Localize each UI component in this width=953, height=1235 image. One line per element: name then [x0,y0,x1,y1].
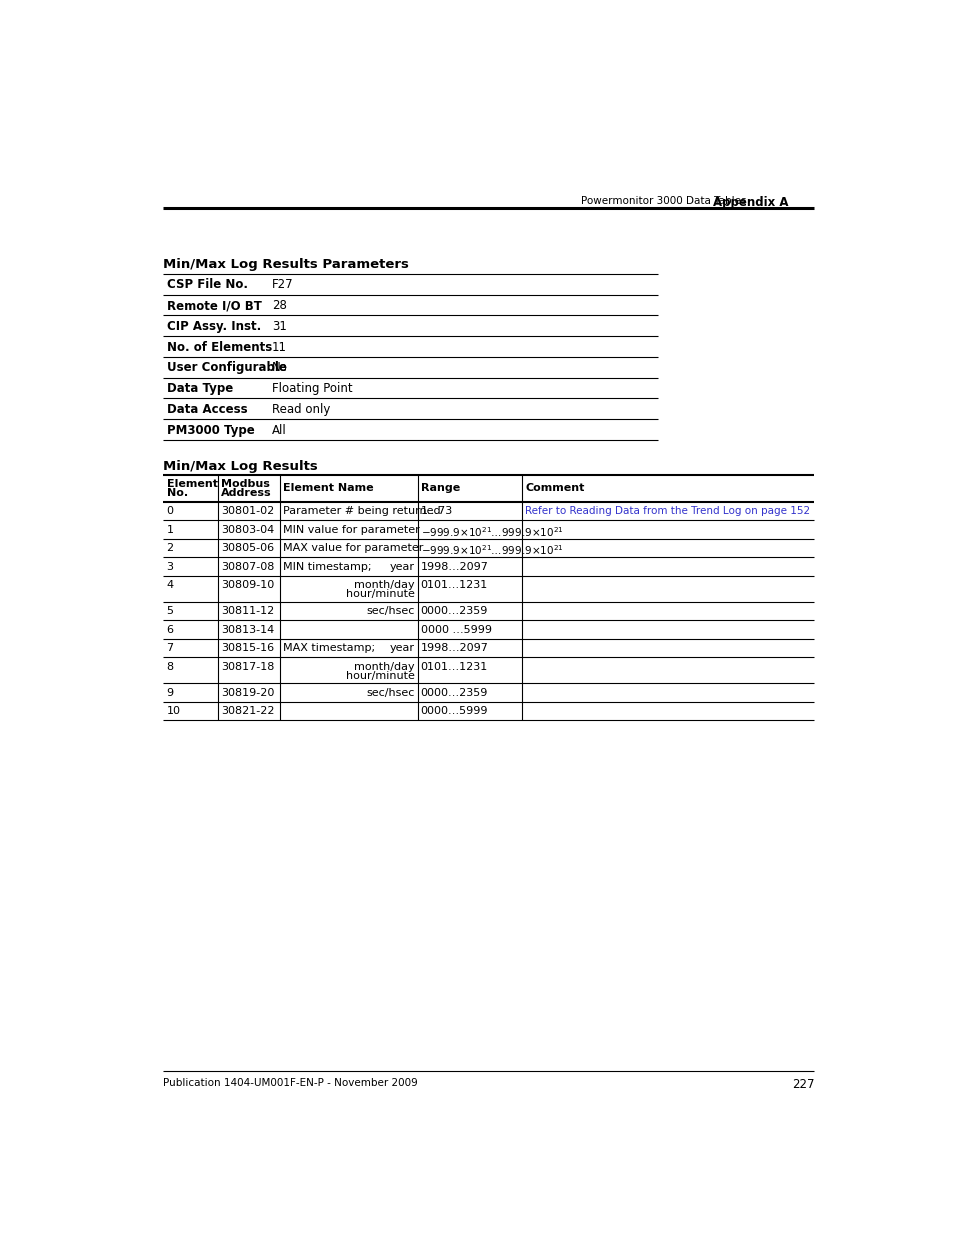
Text: 28: 28 [272,299,287,312]
Text: Refer to Reading Data from the Trend Log on page 152: Refer to Reading Data from the Trend Log… [525,506,810,516]
Text: year: year [389,562,415,572]
Text: 30819-20: 30819-20 [220,688,274,698]
Text: 0000 …5999: 0000 …5999 [420,625,491,635]
Text: 30821-22: 30821-22 [220,706,274,716]
Text: 1…73: 1…73 [420,506,453,516]
Text: year: year [389,643,415,653]
Text: 30815-16: 30815-16 [220,643,274,653]
Text: F27: F27 [272,278,294,291]
Text: 30809-10: 30809-10 [220,580,274,590]
Text: 10: 10 [167,706,180,716]
Text: Min/Max Log Results: Min/Max Log Results [163,461,318,473]
Text: 30803-04: 30803-04 [220,525,274,535]
Text: 1: 1 [167,525,173,535]
Text: No. of Elements: No. of Elements [167,341,272,353]
Text: 30805-06: 30805-06 [220,543,274,553]
Text: hour/minute: hour/minute [345,671,415,680]
Text: All: All [272,424,286,437]
Text: Floating Point: Floating Point [272,383,353,395]
Text: 30807-08: 30807-08 [220,562,274,572]
Text: 30817-18: 30817-18 [220,662,274,672]
Text: 4: 4 [167,580,173,590]
Text: MIN timestamp;: MIN timestamp; [282,562,371,572]
Text: hour/minute: hour/minute [345,589,415,599]
Text: Publication 1404-UM001F-EN-P - November 2009: Publication 1404-UM001F-EN-P - November … [163,1078,417,1088]
Text: Appendix A: Appendix A [712,196,787,209]
Text: Comment: Comment [525,483,584,493]
Text: Range: Range [420,483,459,493]
Text: 6: 6 [167,625,173,635]
Text: Element Name: Element Name [282,483,373,493]
Text: Data Type: Data Type [167,383,233,395]
Text: Powermonitor 3000 Data Tables: Powermonitor 3000 Data Tables [580,196,746,206]
Text: Remote I/O BT: Remote I/O BT [167,299,261,312]
Text: 0000…2359: 0000…2359 [420,688,488,698]
Text: 0: 0 [167,506,173,516]
Text: Address: Address [220,488,271,498]
Text: 7: 7 [167,643,173,653]
Text: MAX timestamp;: MAX timestamp; [282,643,375,653]
Text: 0101…1231: 0101…1231 [420,580,488,590]
Text: 2: 2 [167,543,173,553]
Text: 30811-12: 30811-12 [220,606,274,616]
Text: Element: Element [167,479,217,489]
Text: 227: 227 [791,1078,814,1091]
Text: No: No [272,362,288,374]
Text: 0000…5999: 0000…5999 [420,706,488,716]
Text: sec/hsec: sec/hsec [366,606,415,616]
Text: Min/Max Log Results Parameters: Min/Max Log Results Parameters [163,258,409,272]
Text: Modbus: Modbus [220,479,270,489]
Text: Parameter # being returned: Parameter # being returned [282,506,440,516]
Text: 0000…2359: 0000…2359 [420,606,488,616]
Text: 3: 3 [167,562,173,572]
Text: sec/hsec: sec/hsec [366,688,415,698]
Text: 9: 9 [167,688,173,698]
Text: MAX value for parameter: MAX value for parameter [282,543,423,553]
Text: 8: 8 [167,662,173,672]
Text: Data Access: Data Access [167,403,247,416]
Text: 1998…2097: 1998…2097 [420,562,488,572]
Text: MIN value for parameter: MIN value for parameter [282,525,419,535]
Text: $\mathregular{-999.9{\times}10^{21}{\ldots}999.9{\times}10^{21}}$: $\mathregular{-999.9{\times}10^{21}{\ldo… [420,525,563,538]
Text: month/day: month/day [354,662,415,672]
Text: 1998…2097: 1998…2097 [420,643,488,653]
Text: 31: 31 [272,320,287,333]
Text: No.: No. [167,488,188,498]
Text: $\mathregular{-999.9{\times}10^{21}{\ldots}999.9{\times}10^{21}}$: $\mathregular{-999.9{\times}10^{21}{\ldo… [420,543,563,557]
Text: 5: 5 [167,606,173,616]
Text: CIP Assy. Inst.: CIP Assy. Inst. [167,320,260,333]
Text: 11: 11 [272,341,287,353]
Text: PM3000 Type: PM3000 Type [167,424,254,437]
Text: 30813-14: 30813-14 [220,625,274,635]
Text: 0101…1231: 0101…1231 [420,662,488,672]
Text: User Configurable: User Configurable [167,362,286,374]
Text: Read only: Read only [272,403,330,416]
Text: month/day: month/day [354,580,415,590]
Text: CSP File No.: CSP File No. [167,278,247,291]
Text: 30801-02: 30801-02 [220,506,274,516]
